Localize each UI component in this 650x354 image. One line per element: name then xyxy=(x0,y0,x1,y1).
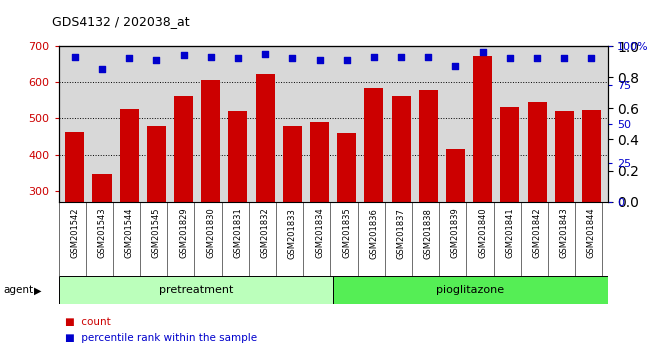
Bar xyxy=(310,122,329,202)
Point xyxy=(205,54,216,60)
Text: GDS4132 / 202038_at: GDS4132 / 202038_at xyxy=(52,15,190,28)
Text: GSM201839: GSM201839 xyxy=(451,208,460,258)
Bar xyxy=(92,173,112,202)
Bar xyxy=(500,107,519,202)
Bar xyxy=(528,102,547,202)
Text: GSM201544: GSM201544 xyxy=(125,208,134,258)
Bar xyxy=(65,132,84,202)
Text: GSM201543: GSM201543 xyxy=(98,208,107,258)
Bar xyxy=(147,126,166,202)
Bar xyxy=(446,149,465,202)
Bar xyxy=(120,109,138,202)
Text: GSM201837: GSM201837 xyxy=(396,208,406,259)
Bar xyxy=(255,74,275,202)
Text: GSM201844: GSM201844 xyxy=(587,208,596,258)
Text: GSM201833: GSM201833 xyxy=(288,208,297,259)
Text: GSM201836: GSM201836 xyxy=(369,208,378,259)
Point xyxy=(478,50,488,55)
Bar xyxy=(473,56,492,202)
Bar xyxy=(419,90,438,202)
Text: GSM201542: GSM201542 xyxy=(70,208,79,258)
Text: agent: agent xyxy=(3,285,33,295)
Point xyxy=(341,57,352,63)
Point xyxy=(504,56,515,61)
Bar xyxy=(554,111,574,202)
Text: GSM201840: GSM201840 xyxy=(478,208,487,258)
Text: GSM201834: GSM201834 xyxy=(315,208,324,258)
Bar xyxy=(228,111,248,202)
Bar xyxy=(582,110,601,202)
Bar xyxy=(337,133,356,202)
Text: GSM201829: GSM201829 xyxy=(179,208,188,258)
Text: pioglitazone: pioglitazone xyxy=(436,285,504,295)
Point xyxy=(315,57,325,63)
Point xyxy=(233,56,243,61)
Text: ▶: ▶ xyxy=(34,285,42,295)
Bar xyxy=(283,126,302,202)
Point xyxy=(423,54,434,60)
Text: GSM201835: GSM201835 xyxy=(342,208,351,258)
Point xyxy=(97,67,107,72)
Point xyxy=(260,51,270,57)
Text: GSM201831: GSM201831 xyxy=(233,208,242,258)
Text: GSM201832: GSM201832 xyxy=(261,208,270,258)
Point xyxy=(396,54,406,60)
Point xyxy=(369,54,379,60)
Point xyxy=(151,57,162,63)
Point xyxy=(586,56,597,61)
Text: GSM201841: GSM201841 xyxy=(505,208,514,258)
Point xyxy=(287,56,298,61)
Bar xyxy=(365,88,384,202)
Bar xyxy=(58,276,333,304)
Point xyxy=(559,56,569,61)
Text: GSM201545: GSM201545 xyxy=(152,208,161,258)
Point xyxy=(70,54,80,60)
Text: pretreatment: pretreatment xyxy=(159,285,233,295)
Text: GSM201838: GSM201838 xyxy=(424,208,433,259)
Bar xyxy=(391,96,411,202)
Point xyxy=(450,63,461,69)
Point xyxy=(178,52,188,58)
Text: GSM201843: GSM201843 xyxy=(560,208,569,258)
Point xyxy=(124,56,135,61)
Text: ■  count: ■ count xyxy=(65,318,110,327)
Text: GSM201842: GSM201842 xyxy=(532,208,541,258)
Text: ■  percentile rank within the sample: ■ percentile rank within the sample xyxy=(65,333,257,343)
Bar xyxy=(174,96,193,202)
Point xyxy=(532,56,542,61)
Bar xyxy=(202,80,220,202)
Text: GSM201830: GSM201830 xyxy=(206,208,215,258)
Bar xyxy=(333,276,608,304)
